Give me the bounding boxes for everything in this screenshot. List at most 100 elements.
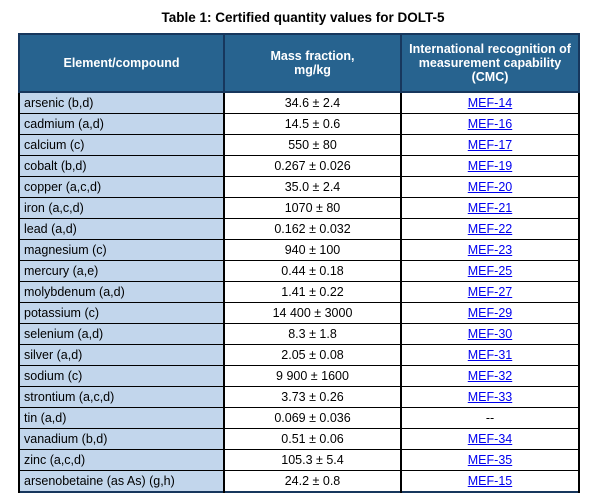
- mass-fraction-cell: 0.44 ± 0.18: [223, 260, 402, 282]
- certified-values-table: Element/compound Mass fraction, mg/kg In…: [18, 33, 580, 493]
- table-header-row: Element/compound Mass fraction, mg/kg In…: [18, 33, 580, 93]
- cmc-link[interactable]: MEF-34: [467, 432, 513, 446]
- table-row: selenium (a,d) 8.3 ± 1.8 MEF-30: [18, 323, 580, 345]
- cmc-link[interactable]: MEF-21: [467, 201, 513, 215]
- table-row: zinc (a,c,d) 105.3 ± 5.4 MEF-35: [18, 449, 580, 471]
- cmc-link[interactable]: MEF-27: [467, 285, 513, 299]
- cmc-cell: MEF-16: [400, 113, 580, 135]
- cmc-link[interactable]: MEF-23: [467, 243, 513, 257]
- mass-fraction-cell: 0.162 ± 0.032: [223, 218, 402, 240]
- element-cell: silver (a,d): [18, 344, 225, 366]
- cmc-link[interactable]: MEF-35: [467, 453, 513, 467]
- cmc-cell: MEF-23: [400, 239, 580, 261]
- element-cell: sodium (c): [18, 365, 225, 387]
- table-row: sodium (c) 9 900 ± 1600 MEF-32: [18, 365, 580, 387]
- element-cell: vanadium (b,d): [18, 428, 225, 450]
- cmc-cell: MEF-32: [400, 365, 580, 387]
- mass-fraction-cell: 1.41 ± 0.22: [223, 281, 402, 303]
- header-cmc: International recognition of measurement…: [400, 33, 580, 93]
- mass-fraction-cell: 8.3 ± 1.8: [223, 323, 402, 345]
- cmc-link[interactable]: MEF-30: [467, 327, 513, 341]
- element-cell: molybdenum (a,d): [18, 281, 225, 303]
- table-row: cadmium (a,d) 14.5 ± 0.6 MEF-16: [18, 113, 580, 135]
- cmc-link[interactable]: MEF-31: [467, 348, 513, 362]
- mass-fraction-cell: 550 ± 80: [223, 134, 402, 156]
- mass-fraction-cell: 14.5 ± 0.6: [223, 113, 402, 135]
- mass-fraction-cell: 105.3 ± 5.4: [223, 449, 402, 471]
- mass-fraction-cell: 34.6 ± 2.4: [223, 91, 402, 114]
- element-cell: iron (a,c,d): [18, 197, 225, 219]
- table-row: lead (a,d) 0.162 ± 0.032 MEF-22: [18, 218, 580, 240]
- element-cell: arsenic (b,d): [18, 91, 225, 114]
- cmc-cell: MEF-22: [400, 218, 580, 240]
- mass-fraction-cell: 1070 ± 80: [223, 197, 402, 219]
- table-row: silver (a,d) 2.05 ± 0.08 MEF-31: [18, 344, 580, 366]
- mass-fraction-cell: 940 ± 100: [223, 239, 402, 261]
- table-row: magnesium (c) 940 ± 100 MEF-23: [18, 239, 580, 261]
- mass-fraction-cell: 2.05 ± 0.08: [223, 344, 402, 366]
- cmc-cell: --: [400, 407, 580, 429]
- mass-fraction-cell: 9 900 ± 1600: [223, 365, 402, 387]
- cmc-cell: MEF-30: [400, 323, 580, 345]
- cmc-cell: MEF-33: [400, 386, 580, 408]
- element-cell: arsenobetaine (as As) (g,h): [18, 470, 225, 493]
- cmc-cell: MEF-15: [400, 470, 580, 493]
- mass-fraction-cell: 0.51 ± 0.06: [223, 428, 402, 450]
- cmc-link[interactable]: MEF-19: [467, 159, 513, 173]
- element-cell: copper (a,c,d): [18, 176, 225, 198]
- element-cell: tin (a,d): [18, 407, 225, 429]
- cmc-cell: MEF-17: [400, 134, 580, 156]
- table-row: strontium (a,c,d) 3.73 ± 0.26 MEF-33: [18, 386, 580, 408]
- table-row: copper (a,c,d) 35.0 ± 2.4 MEF-20: [18, 176, 580, 198]
- cmc-link[interactable]: MEF-15: [467, 474, 513, 488]
- cmc-cell: MEF-34: [400, 428, 580, 450]
- cmc-link[interactable]: MEF-16: [467, 117, 513, 131]
- element-cell: potassium (c): [18, 302, 225, 324]
- cmc-link[interactable]: MEF-22: [467, 222, 513, 236]
- cmc-cell: MEF-29: [400, 302, 580, 324]
- cmc-cell: MEF-35: [400, 449, 580, 471]
- cmc-link[interactable]: MEF-14: [467, 96, 513, 110]
- table-row: calcium (c) 550 ± 80 MEF-17: [18, 134, 580, 156]
- cmc-cell: MEF-14: [400, 91, 580, 114]
- cmc-cell: MEF-31: [400, 344, 580, 366]
- element-cell: calcium (c): [18, 134, 225, 156]
- table-row: arsenobetaine (as As) (g,h) 24.2 ± 0.8 M…: [18, 470, 580, 493]
- cmc-link[interactable]: MEF-32: [467, 369, 513, 383]
- element-cell: mercury (a,e): [18, 260, 225, 282]
- cmc-cell: MEF-21: [400, 197, 580, 219]
- table-row: vanadium (b,d) 0.51 ± 0.06 MEF-34: [18, 428, 580, 450]
- table-row: iron (a,c,d) 1070 ± 80 MEF-21: [18, 197, 580, 219]
- header-mass-fraction: Mass fraction, mg/kg: [223, 33, 402, 93]
- cmc-link[interactable]: MEF-25: [467, 264, 513, 278]
- table-row: arsenic (b,d) 34.6 ± 2.4 MEF-14: [18, 91, 580, 114]
- page-title: Table 1: Certified quantity values for D…: [161, 10, 445, 25]
- mass-fraction-cell: 3.73 ± 0.26: [223, 386, 402, 408]
- cmc-link[interactable]: MEF-33: [467, 390, 513, 404]
- element-cell: selenium (a,d): [18, 323, 225, 345]
- table-row: cobalt (b,d) 0.267 ± 0.026 MEF-19: [18, 155, 580, 177]
- mass-fraction-cell: 24.2 ± 0.8: [223, 470, 402, 493]
- element-cell: cadmium (a,d): [18, 113, 225, 135]
- mass-fraction-cell: 35.0 ± 2.4: [223, 176, 402, 198]
- cmc-cell: MEF-20: [400, 176, 580, 198]
- element-cell: lead (a,d): [18, 218, 225, 240]
- cmc-cell: MEF-19: [400, 155, 580, 177]
- table-row: mercury (a,e) 0.44 ± 0.18 MEF-25: [18, 260, 580, 282]
- element-cell: zinc (a,c,d): [18, 449, 225, 471]
- table-row: tin (a,d) 0.069 ± 0.036 --: [18, 407, 580, 429]
- element-cell: cobalt (b,d): [18, 155, 225, 177]
- table-row: potassium (c) 14 400 ± 3000 MEF-29: [18, 302, 580, 324]
- cmc-dash: --: [485, 411, 495, 425]
- cmc-link[interactable]: MEF-29: [467, 306, 513, 320]
- mass-fraction-cell: 14 400 ± 3000: [223, 302, 402, 324]
- mass-fraction-cell: 0.069 ± 0.036: [223, 407, 402, 429]
- header-element-compound: Element/compound: [18, 33, 225, 93]
- mass-fraction-cell: 0.267 ± 0.026: [223, 155, 402, 177]
- cmc-link[interactable]: MEF-20: [467, 180, 513, 194]
- element-cell: strontium (a,c,d): [18, 386, 225, 408]
- cmc-link[interactable]: MEF-17: [467, 138, 513, 152]
- cmc-cell: MEF-25: [400, 260, 580, 282]
- element-cell: magnesium (c): [18, 239, 225, 261]
